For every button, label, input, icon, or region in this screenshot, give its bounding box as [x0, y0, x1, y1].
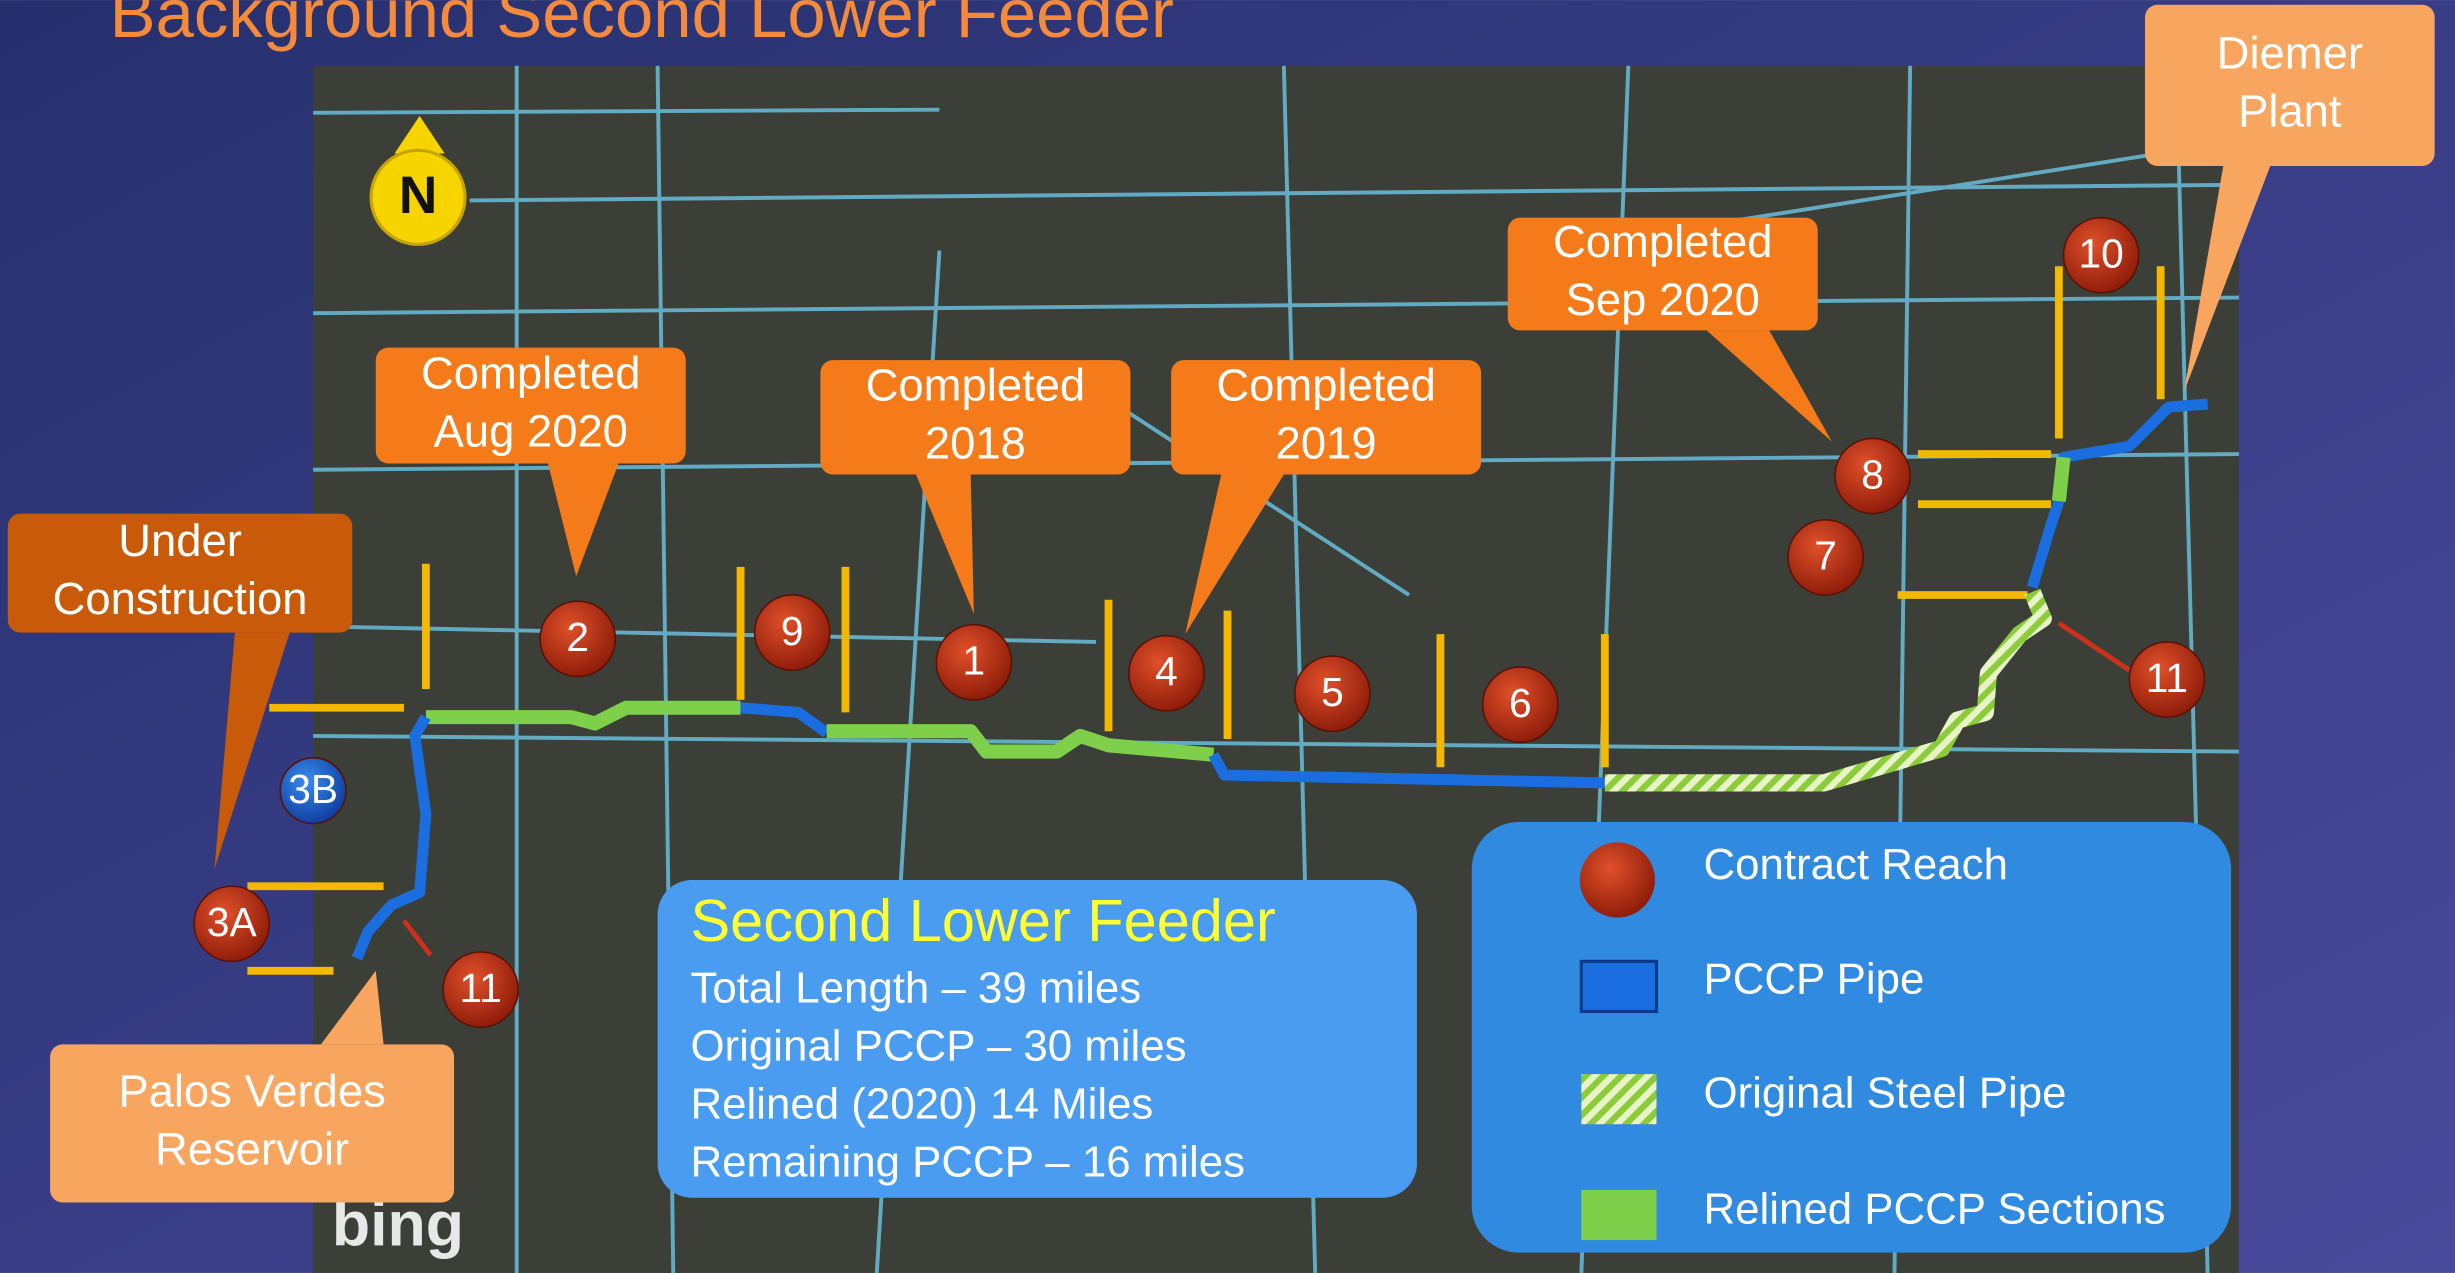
north-label: N [399, 166, 437, 225]
marker-label: 10 [2079, 231, 2124, 277]
marker-label: 3B [288, 766, 338, 812]
legend-swatch [1580, 842, 1655, 917]
callout-text: Completed [866, 359, 1086, 410]
callout-text: Completed [1553, 216, 1773, 267]
legend-label: Original Steel Pipe [1703, 1069, 2066, 1118]
marker-label: 9 [781, 608, 804, 654]
callout-text: Completed [1216, 359, 1436, 410]
marker-label: 5 [1321, 669, 1344, 715]
marker-label: 3A [207, 899, 258, 945]
info-line: Relined (2020) 14 Miles [690, 1080, 1153, 1129]
info-line: Total Length – 39 miles [690, 964, 1141, 1013]
callout-text: Diemer [2217, 27, 2363, 78]
page: {"title": "Background Second Lower Feede… [0, 0, 2455, 1273]
callout-text: Sep 2020 [1566, 274, 1760, 325]
legend: Contract Reach PCCP Pipe Original Steel … [1472, 822, 2231, 1253]
marker-label: 11 [460, 965, 502, 1011]
callout-text: 2018 [925, 417, 1026, 468]
slide: Background Second Lower Feeder N bing Un… [0, 0, 2455, 1273]
callout-text: 2019 [1276, 417, 1377, 468]
marker-label: 7 [1814, 533, 1837, 579]
legend-label: Relined PCCP Sections [1703, 1184, 2165, 1233]
callout-text: Completed [421, 348, 641, 399]
marker-label: 8 [1861, 451, 1884, 497]
callout-text: Reservoir [155, 1123, 349, 1174]
legend-swatch [1581, 1190, 1656, 1240]
callout-text: Plant [2238, 85, 2342, 136]
legend-label: PCCP Pipe [1703, 954, 1924, 1003]
info-line: Remaining PCCP – 16 miles [690, 1137, 1245, 1186]
relined-section [2059, 457, 2064, 501]
callout-text: Construction [53, 573, 308, 624]
legend-swatch [1581, 961, 1656, 1011]
marker-label: 11 [2146, 655, 2188, 701]
slide-title: Background Second Lower Feeder [110, 0, 1174, 52]
marker-label: 6 [1509, 680, 1532, 726]
marker-label: 2 [566, 614, 589, 660]
info-title: Second Lower Feeder [690, 887, 1275, 954]
legend-swatch [1581, 1074, 1656, 1124]
legend-label: Contract Reach [1703, 840, 2008, 889]
callout-text: Under [118, 515, 242, 566]
callout-text: Palos Verdes [118, 1065, 385, 1116]
info-box: Second Lower Feeder Total Length – 39 mi… [658, 880, 1417, 1198]
callout-text: Aug 2020 [434, 406, 628, 457]
info-line: Original PCCP – 30 miles [690, 1022, 1186, 1071]
marker-label: 1 [963, 638, 986, 684]
marker-label: 4 [1155, 649, 1178, 695]
